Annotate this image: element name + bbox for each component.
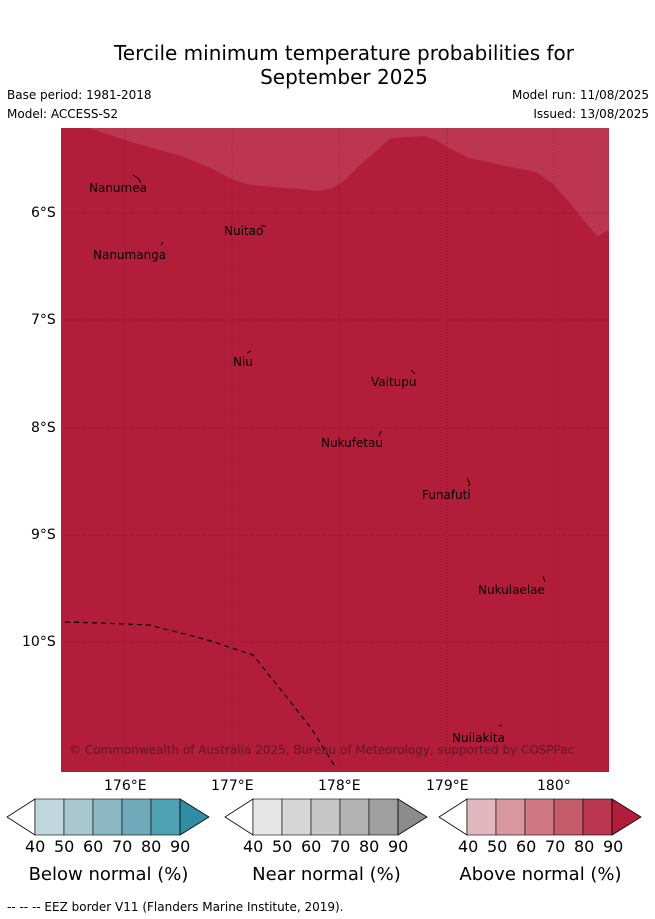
above-lower-extension — [438, 798, 468, 836]
below-tick-50: 50 — [54, 837, 75, 856]
place-label-nuilakita: Nuilakita — [452, 731, 505, 745]
place-label-nukufetau: Nukufetau — [321, 436, 383, 450]
lat-label-10s: 10°S — [22, 634, 56, 650]
lon-label-177e: 177°E — [211, 778, 254, 794]
graticule — [61, 128, 609, 772]
place-label-nukulaelae: Nukulaelae — [478, 583, 545, 597]
colorbar-label-near: Near normal (%) — [252, 864, 401, 885]
lon-label-178e: 178°E — [318, 778, 361, 794]
islands — [132, 174, 546, 727]
lat-label-8s: 8°S — [31, 420, 56, 436]
above-swatch-3 — [553, 798, 584, 836]
above-swatch-0 — [466, 798, 497, 836]
model-run: Model run: 11/08/2025 — [511, 88, 649, 102]
model-name: Model: ACCESS-S2 — [7, 107, 119, 121]
place-label-vaitupu: Vaitupu — [371, 375, 417, 389]
below-swatch-3 — [121, 798, 152, 836]
below-swatch-0 — [34, 798, 65, 836]
below-swatch-4 — [150, 798, 181, 836]
colorbar-label-above: Above normal (%) — [459, 864, 622, 885]
below-upper-extension — [179, 798, 210, 836]
above-swatch-2 — [524, 798, 555, 836]
above-tick-50: 50 — [487, 837, 508, 856]
map-fill-above-90 — [61, 128, 609, 772]
place-label-funafuti: Funafuti — [422, 488, 471, 502]
near-tick-90: 90 — [388, 837, 409, 856]
below-swatch-1 — [63, 798, 94, 836]
map-title: Tercile minimum temperature probabilitie… — [0, 41, 655, 89]
colorbar-below-swatches — [6, 798, 210, 836]
above-tick-60: 60 — [516, 837, 537, 856]
near-tick-80: 80 — [359, 837, 380, 856]
eez-border — [64, 621, 337, 769]
colorbar-above-normal — [438, 798, 642, 836]
near-swatch-1 — [281, 798, 312, 836]
colorbar-above-swatches — [438, 798, 642, 836]
near-tick-40: 40 — [243, 837, 264, 856]
near-upper-extension — [397, 798, 428, 836]
above-tick-70: 70 — [545, 837, 566, 856]
map-fill-above-80 — [61, 128, 609, 236]
lat-label-9s: 9°S — [31, 527, 56, 543]
near-swatch-3 — [339, 798, 370, 836]
colorbar-label-below: Below normal (%) — [28, 864, 189, 885]
below-tick-60: 60 — [83, 837, 104, 856]
place-label-niu: Niu — [233, 355, 253, 369]
place-label-nanumea: Nanumea — [89, 181, 147, 195]
above-tick-90: 90 — [603, 837, 624, 856]
colorbar-near-swatches — [224, 798, 428, 836]
near-tick-70: 70 — [330, 837, 351, 856]
near-swatch-4 — [368, 798, 399, 836]
lat-label-7s: 7°S — [31, 312, 56, 328]
near-lower-extension — [224, 798, 254, 836]
above-upper-extension — [611, 798, 642, 836]
colorbar-near-normal — [224, 798, 428, 836]
near-tick-50: 50 — [272, 837, 293, 856]
below-tick-70: 70 — [112, 837, 133, 856]
below-lower-extension — [6, 798, 36, 836]
issued-date: Issued: 13/08/2025 — [533, 107, 649, 121]
near-swatch-0 — [252, 798, 283, 836]
below-tick-90: 90 — [170, 837, 191, 856]
title-line-1: Tercile minimum temperature probabilitie… — [113, 41, 575, 65]
title-line-2: September 2025 — [260, 65, 428, 89]
above-tick-40: 40 — [458, 837, 479, 856]
above-swatch-4 — [582, 798, 613, 836]
place-label-nuitao: Nuitao — [224, 224, 263, 238]
near-swatch-2 — [310, 798, 341, 836]
below-swatch-2 — [92, 798, 123, 836]
colorbar-below-normal — [6, 798, 210, 836]
eez-footnote: -- -- -- EEZ border V11 (Flanders Marine… — [7, 900, 344, 914]
lon-label-179e: 179°E — [426, 778, 469, 794]
copyright-notice: © Commonwealth of Australia 2025, Bureau… — [69, 743, 574, 757]
near-tick-60: 60 — [301, 837, 322, 856]
place-labels: Nanumea Nuitao Nanumanga Niu Vaitupu Nuk… — [89, 181, 545, 745]
above-swatch-1 — [495, 798, 526, 836]
below-tick-40: 40 — [25, 837, 46, 856]
below-tick-80: 80 — [141, 837, 162, 856]
base-period: Base period: 1981-2018 — [7, 88, 152, 102]
lat-label-6s: 6°S — [31, 205, 56, 221]
probability-map: Nanumea Nuitao Nanumanga Niu Vaitupu Nuk… — [61, 128, 609, 772]
place-label-nanumanga: Nanumanga — [93, 248, 166, 262]
lon-label-180: 180° — [537, 778, 571, 794]
lon-label-176e: 176°E — [104, 778, 147, 794]
above-tick-80: 80 — [574, 837, 595, 856]
